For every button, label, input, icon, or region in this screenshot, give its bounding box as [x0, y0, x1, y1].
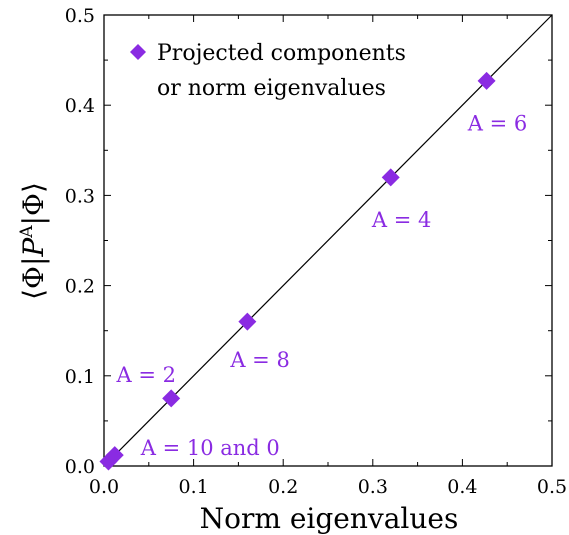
y-axis-title: ⟨Φ|PA|Φ⟩	[17, 182, 50, 300]
y-axis-title-right: |Φ⟩	[17, 182, 50, 225]
x-axis-title: Norm eigenvalues	[200, 502, 459, 535]
data-point-diamond	[477, 71, 496, 90]
annotation-label: A = 6	[467, 111, 527, 135]
plot-area: 0.0 0.1 0.2 0.3 0.4 0.5 0.0 0.1 0.2 0.3 0.4 0.5 A …	[65, 5, 567, 498]
annotation-label: A = 8	[229, 348, 289, 372]
y-axis-title-left: ⟨Φ|	[17, 257, 50, 300]
data-point-diamond	[381, 168, 400, 187]
legend-marker	[130, 44, 146, 60]
x-tick-label: 0.3	[358, 476, 388, 498]
annotation-label: A = 10 and 0	[140, 436, 280, 460]
y-tick-label: 0.1	[65, 366, 95, 388]
y-tick-label: 0.3	[65, 185, 95, 207]
x-tick-label: 0.1	[178, 476, 208, 498]
y-tick-label: 0.5	[65, 5, 95, 27]
x-tick-label: 0.2	[268, 476, 298, 498]
data-point-diamond	[105, 446, 124, 465]
x-ticks: 0.0 0.1 0.2 0.3 0.4 0.5	[89, 15, 567, 498]
data-points	[99, 71, 496, 471]
annotations: A = 10 and 0 A = 2 A = 8 A = 4 A = 6	[116, 111, 528, 460]
data-point-diamond	[238, 312, 257, 331]
annotation-label: A = 2	[116, 363, 176, 387]
diagonal-line	[103, 14, 553, 467]
data-point-diamond	[162, 389, 181, 408]
y-axis-title-operator: P	[17, 237, 50, 258]
y-tick-label: 0.4	[65, 95, 95, 117]
legend: Projected components or norm eigenvalues	[130, 41, 406, 101]
y-tick-label: 0.0	[65, 456, 95, 478]
legend-entry-line-1: Projected components	[157, 41, 406, 66]
y-ticks: 0.0 0.1 0.2 0.3 0.4 0.5	[65, 5, 552, 478]
y-axis-title-superscript: A	[17, 225, 37, 239]
x-tick-label: 0.0	[89, 476, 119, 498]
x-tick-label: 0.5	[537, 476, 567, 498]
annotation-label: A = 4	[371, 208, 431, 232]
y-tick-label: 0.2	[65, 276, 95, 298]
x-tick-label: 0.4	[447, 476, 477, 498]
legend-entry-line-2: or norm eigenvalues	[157, 76, 386, 101]
